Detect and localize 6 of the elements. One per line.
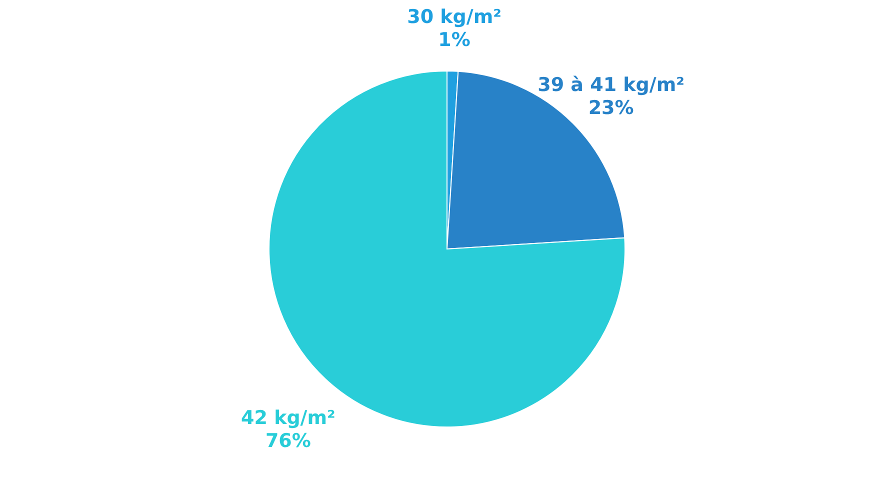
slice-label: 42 kg/m²: [241, 407, 336, 430]
data-label: 23%: [588, 96, 634, 119]
slice-label: 39 à 41 kg/m²: [538, 74, 684, 96]
slice-label: 30 kg/m²: [407, 6, 502, 28]
data-label: 76%: [265, 430, 311, 452]
data-label: 1%: [438, 29, 470, 52]
